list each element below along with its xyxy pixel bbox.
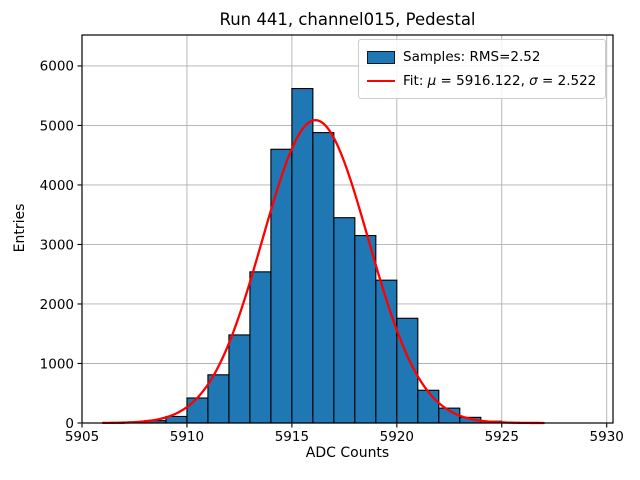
histogram-bar [417, 389, 440, 424]
histogram-color-swatch [367, 50, 395, 64]
legend-fit-prefix: Fit: [403, 73, 428, 89]
legend-item-samples: Samples: RMS=2.52 [367, 45, 596, 69]
y-tick-label: 0 [65, 416, 74, 432]
legend-fit-label: Fit: μ = 5916.122, σ = 2.522 [403, 73, 596, 89]
y-tick-label: 2000 [40, 297, 74, 313]
y-tick-label: 4000 [40, 178, 74, 194]
chart-title: Run 441, channel015, Pedestal [219, 10, 476, 29]
y-tick-label: 5000 [40, 118, 74, 134]
x-tick-label: 5905 [65, 429, 99, 445]
legend: Samples: RMS=2.52 Fit: μ = 5916.122, σ =… [358, 39, 607, 99]
y-tick-label: 1000 [40, 356, 74, 372]
histogram-bar [312, 132, 335, 424]
histogram-bar [228, 334, 251, 424]
histogram-bar [186, 397, 209, 424]
histogram-bar [291, 88, 314, 424]
sigma-symbol: σ [529, 73, 538, 89]
x-tick-label: 5930 [590, 429, 624, 445]
legend-sigma-value: = 2.522 [537, 73, 597, 89]
x-tick-label: 5915 [275, 429, 309, 445]
legend-samples-label: Samples: RMS=2.52 [403, 49, 541, 65]
fit-curve [101, 118, 545, 425]
fit-line-swatch [367, 80, 395, 82]
y-tick-label: 6000 [40, 59, 74, 75]
x-tick-label: 5920 [380, 429, 414, 445]
y-tick-label: 3000 [40, 237, 74, 253]
legend-item-fit: Fit: μ = 5916.122, σ = 2.522 [367, 69, 596, 93]
axes-frame [81, 34, 614, 424]
mu-symbol: μ [427, 73, 437, 89]
histogram-bar [333, 217, 356, 424]
legend-mu-value: = 5916.122, [436, 73, 530, 89]
histogram-bar [354, 234, 377, 424]
x-tick-label: 5910 [170, 429, 204, 445]
x-axis-label: ADC Counts [305, 445, 390, 461]
histogram-bar [270, 148, 293, 424]
histogram-bar [249, 271, 272, 424]
x-tick-label: 5925 [485, 429, 519, 445]
histogram-bar [207, 374, 230, 424]
y-axis-label: Entries [12, 203, 28, 253]
